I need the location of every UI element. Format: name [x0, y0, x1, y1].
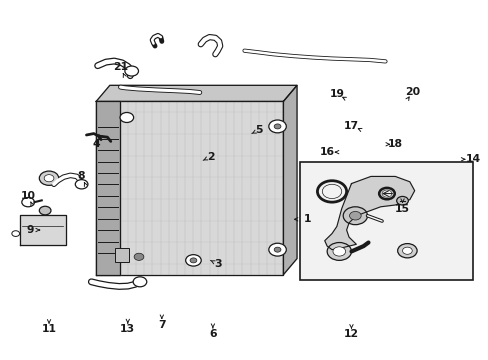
- Text: 15: 15: [394, 203, 409, 213]
- Circle shape: [12, 231, 20, 237]
- Circle shape: [39, 206, 51, 215]
- Circle shape: [274, 247, 281, 252]
- Text: 7: 7: [158, 320, 165, 330]
- Text: 19: 19: [329, 89, 344, 99]
- Bar: [300, 162, 472, 280]
- Circle shape: [397, 244, 416, 258]
- Polygon shape: [96, 85, 296, 102]
- Circle shape: [274, 124, 281, 129]
- Text: 18: 18: [387, 139, 402, 149]
- Text: 16: 16: [319, 147, 334, 157]
- Polygon shape: [96, 102, 119, 275]
- Text: 3: 3: [214, 259, 221, 269]
- Text: 8: 8: [78, 171, 85, 181]
- Polygon shape: [324, 176, 414, 249]
- Text: 6: 6: [209, 329, 216, 339]
- Circle shape: [268, 120, 286, 133]
- Text: 10: 10: [20, 191, 36, 201]
- Text: 14: 14: [465, 154, 480, 164]
- Circle shape: [120, 112, 133, 122]
- Text: 4: 4: [92, 139, 100, 149]
- Text: 1: 1: [304, 214, 311, 224]
- Text: 12: 12: [343, 329, 358, 339]
- Circle shape: [190, 258, 197, 263]
- Circle shape: [326, 243, 351, 260]
- Text: 9: 9: [27, 225, 34, 235]
- Circle shape: [134, 253, 143, 260]
- Circle shape: [381, 190, 391, 197]
- Polygon shape: [283, 85, 296, 275]
- Circle shape: [124, 66, 138, 76]
- Polygon shape: [96, 102, 283, 275]
- Text: 17: 17: [343, 121, 358, 131]
- Circle shape: [402, 247, 411, 254]
- Circle shape: [332, 247, 345, 256]
- Circle shape: [268, 243, 286, 256]
- Circle shape: [343, 207, 367, 225]
- Text: 2: 2: [206, 152, 214, 162]
- Circle shape: [396, 197, 407, 205]
- Circle shape: [133, 277, 146, 287]
- Circle shape: [349, 211, 361, 220]
- Circle shape: [39, 171, 59, 185]
- Circle shape: [44, 175, 54, 182]
- Bar: [115, 248, 129, 262]
- Text: 5: 5: [255, 125, 262, 135]
- Text: 13: 13: [120, 324, 135, 334]
- Text: 20: 20: [404, 87, 419, 98]
- Circle shape: [322, 184, 341, 199]
- Text: 11: 11: [41, 324, 57, 334]
- Circle shape: [185, 255, 201, 266]
- Circle shape: [75, 180, 88, 189]
- Text: 21: 21: [113, 63, 128, 72]
- Polygon shape: [20, 215, 66, 245]
- Circle shape: [22, 198, 34, 207]
